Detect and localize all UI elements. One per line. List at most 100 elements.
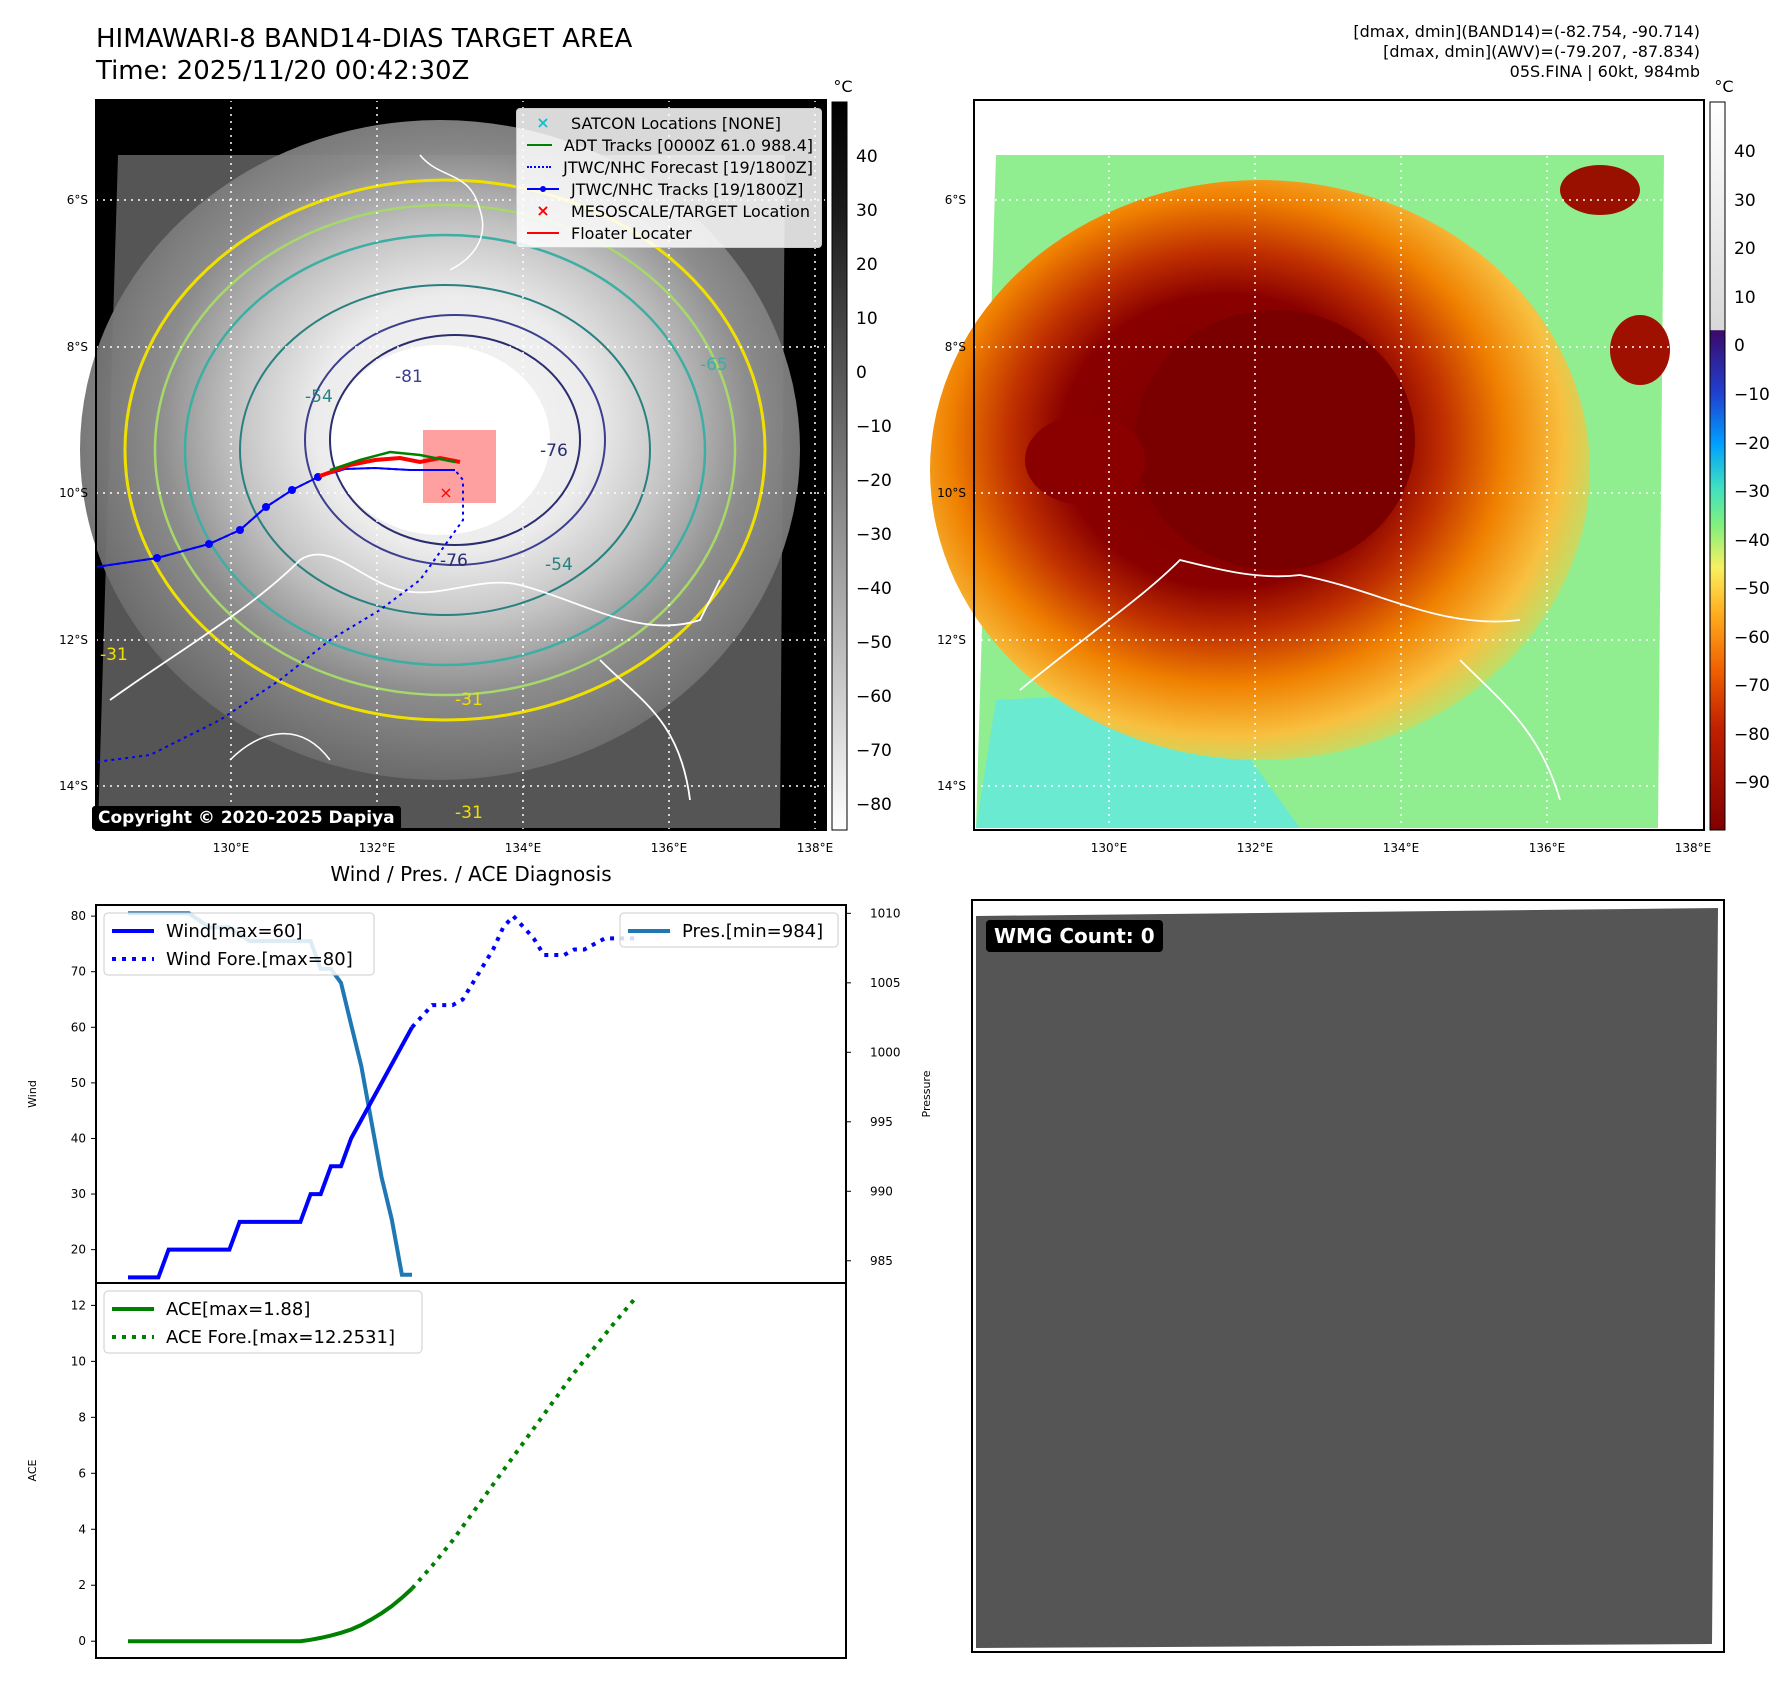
lon-label: 136°E [1529,841,1566,855]
awv-range: [dmax, dmin](AWV)=(-79.207, -87.834) [1383,42,1700,61]
legend-item-jtwc-forecast: JTWC/NHC Forecast [19/1800Z] [517,156,821,178]
ace-legend [103,1290,423,1354]
coastline-gulf [229,733,331,761]
colorbar-tick: 0 [856,363,867,383]
solid-line-icon [525,138,554,152]
lat-label: 6°S [945,193,966,207]
contour-teal [183,233,707,667]
pressure-legend [619,912,839,948]
coastline-island [419,154,484,271]
lat-label: 8°S [945,340,966,354]
legend-item-satcon: × SATCON Locations [NONE] [517,112,821,134]
pressure-tick-label: 995 [870,1115,893,1129]
legend-item-adt: ADT Tracks [0000Z 61.0 988.4] [517,134,821,156]
contour-yellow [123,178,767,722]
lat-label: 14°S [59,779,88,793]
colorbar-tick: 30 [1734,191,1756,211]
awv-blob-e [1610,315,1670,385]
time-label: Time: 2025/11/20 00:42:30Z [96,56,470,86]
storm-status: 05S.FINA | 60kt, 984mb [1509,62,1700,81]
wind-tick-label: 50 [71,1076,86,1090]
contour-label-54b: -54 [545,555,573,575]
contour-label-76b: -76 [540,441,568,461]
left-colorbar [831,101,848,831]
target-area-box [423,430,496,503]
lon-label: 138°E [797,841,834,855]
colorbar-tick: −20 [1734,434,1770,454]
chart-title: HIMAWARI-8 BAND14-DIAS TARGET AREA [96,24,633,54]
ace-axis-label: ACE [26,1459,39,1481]
colorbar-tick: 30 [856,201,878,221]
colorbar-tick: −30 [856,525,892,545]
contour-indigo [329,334,581,546]
pressure-tick-label: 1000 [870,1045,901,1059]
lon-label: 134°E [1383,841,1420,855]
wind-legend [103,912,375,976]
ace-tick-label: 2 [78,1578,86,1592]
colorbar-tick: −80 [856,795,892,815]
legend-label: SATCON Locations [NONE] [571,113,782,133]
right-map-frame [973,99,1705,831]
right-map-lat-labels: 6°S 8°S 10°S 12°S 14°S [937,193,966,793]
left-map-figure: × -81 -54 -76 -76 -31 -31 -31 -65 -54 6°… [59,77,1770,855]
left-colorbar-ticks: 40 30 20 10 0 −10 −20 −30 −40 −50 −60 −7… [856,147,892,815]
x-marker-icon: × [536,113,550,132]
contour-lightgreen [153,203,737,697]
colorbar-tick: −60 [1734,628,1770,648]
lon-label: 138°E [1675,841,1712,855]
pressure-tick-label: 1005 [870,976,901,990]
legend-label: Floater Locater [571,223,692,243]
ace-tick-label: 4 [78,1522,86,1536]
lon-label: 130°E [1091,841,1128,855]
ace-forecast-series-line [410,1297,637,1590]
adt-track [329,450,456,472]
lat-label: 10°S [937,486,966,500]
colorbar-tick: −80 [1734,725,1770,745]
lon-label: 132°E [1237,841,1274,855]
legend-label: JTWC/NHC Tracks [19/1800Z] [571,179,804,199]
coastline-australia [109,553,721,801]
ace-legend-label: ACE Fore.[max=12.2531] [166,1327,395,1348]
pressure-tick-label: 990 [870,1184,893,1198]
lat-label: 14°S [937,779,966,793]
contour-label-54: -54 [305,387,333,407]
wind-series-line [128,1026,414,1280]
legend-label: ADT Tracks [0000Z 61.0 988.4] [563,135,813,155]
colorbar-tick: −40 [856,579,892,599]
diagnosis-title: Wind / Pres. / ACE Diagnosis [330,862,612,886]
ace-tick-label: 10 [71,1354,86,1368]
left-colorbar-unit: °C [833,77,852,96]
pressure-legend-label: Pres.[min=984] [682,921,823,942]
left-map-lon-labels: 130°E 132°E 134°E 136°E 138°E [213,841,834,855]
x-marker-icon: × [536,201,550,220]
colorbar-tick: −60 [856,687,892,707]
colorbar-tick: −10 [1734,385,1770,405]
lon-label: 134°E [505,841,542,855]
lat-label: 8°S [67,340,88,354]
wind-legend-label: Wind Fore.[max=80] [166,949,353,970]
contour-label-81: -81 [395,367,423,387]
right-map-lon-labels: 130°E 132°E 134°E 136°E 138°E [1091,841,1712,855]
right-colorbar [1709,101,1726,831]
wind-tick-label: 60 [71,1020,86,1034]
colorbar-tick: 10 [1734,288,1756,308]
left-map-lat-labels: 6°S 8°S 10°S 12°S 14°S [59,193,88,793]
lat-label: 6°S [67,193,88,207]
lat-label: 12°S [937,633,966,647]
wmg-count-badge: WMG Count: 0 [986,920,1163,952]
colorbar-tick: −70 [856,741,892,761]
wind-tick-label: 20 [71,1243,86,1257]
dotted-line-icon [525,160,553,174]
colorbar-tick: 10 [856,309,878,329]
lon-label: 130°E [213,841,250,855]
awv-dark-blob [1025,415,1145,505]
contour-navy [304,314,606,566]
colorbar-tick: −20 [856,471,892,491]
right-colorbar-unit: °C [1714,77,1733,96]
right-map-gridlines [974,100,1704,830]
colorbar-tick: 20 [856,255,878,275]
colorbar-tick: 40 [1734,142,1756,162]
wind-axis-label: Wind [26,1080,39,1108]
colorbar-tick: 0 [1734,336,1745,356]
